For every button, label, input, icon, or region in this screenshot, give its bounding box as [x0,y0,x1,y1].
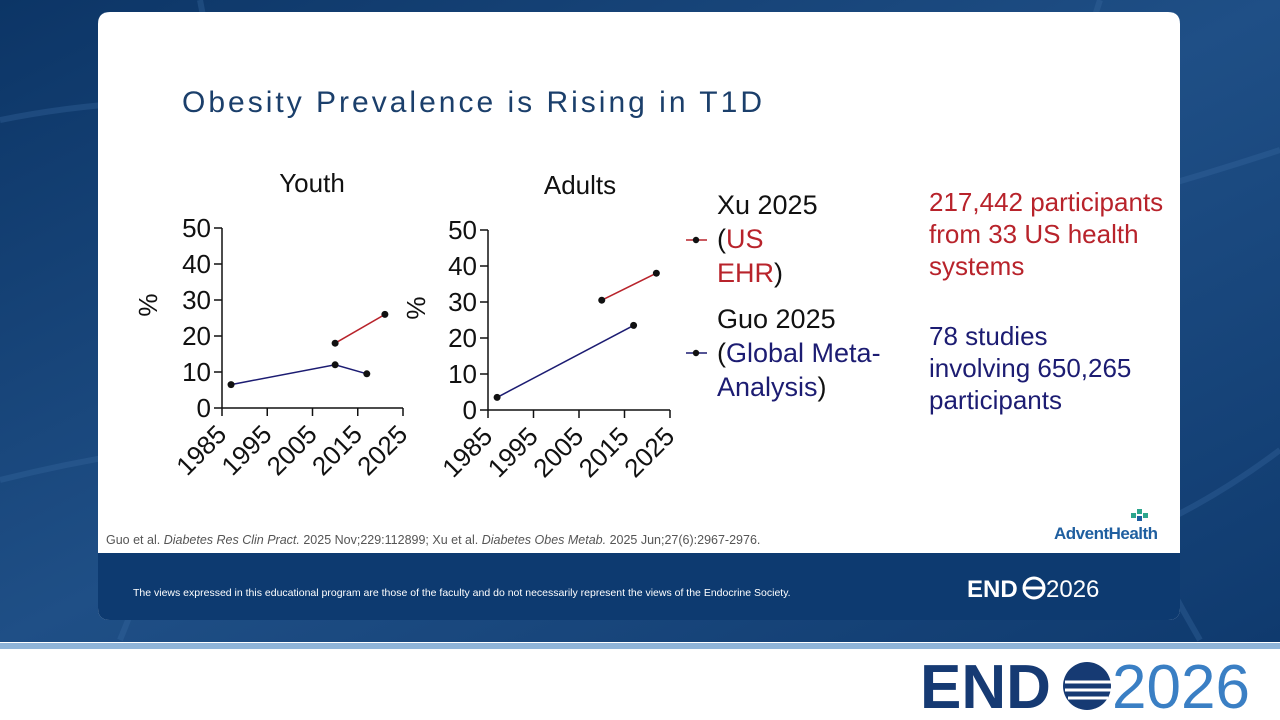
y-tick-label: 40 [182,249,211,279]
slide-title: Obesity Prevalence is Rising in T1D [182,86,765,119]
y-tick-label: 0 [197,393,211,423]
y-tick-label: 30 [448,287,477,317]
brand-icon [1131,509,1148,521]
logo-small-right: 2026 [1046,576,1099,603]
y-tick-label: 0 [463,395,477,425]
y-tick-label: 20 [448,323,477,353]
legend-dot [692,349,700,357]
legend-note: ( [717,338,726,368]
series-line [334,313,386,344]
global-stats: 78 studies involving 650,265 participant… [929,321,1132,415]
divider [0,643,1280,649]
y-tick-label: 40 [448,251,477,281]
chart-title: Youth [279,168,345,198]
data-point [227,381,235,389]
data-point [331,339,339,347]
data-point [381,310,389,318]
citation-text: Guo et al. [106,533,164,547]
legend-name: Xu 2025 [717,190,818,220]
series-line [601,272,657,301]
y-tick-label: 30 [182,285,211,315]
legend-note: ( [717,224,726,254]
legend-dot [692,236,700,244]
citation-journal: Diabetes Obes Metab. [481,533,607,547]
y-tick-label: 50 [182,213,211,243]
disclaimer: The views expressed in this educational … [133,587,791,599]
legend-note: Global Meta-Analysis [717,338,881,402]
citation: Guo et al. Diabetes Res Clin Pract. 2025… [106,533,760,547]
y-tick-label: 20 [182,321,211,351]
us-stats: 217,442 participants from 33 US health s… [929,187,1164,281]
y-axis-label: % [133,293,163,316]
citation-text: 2025 Jun;27(6):2967-2976. [606,533,761,547]
legend-entry: Xu 2025 (US EHR) [717,188,825,290]
data-point [363,370,371,378]
legend-entry: Guo 2025 (Global Meta-Analysis) [717,302,917,404]
y-axis-label: % [401,296,431,319]
logo-globe-bands [1065,680,1112,700]
legend-note: ) [774,258,784,288]
logo-left: END [920,653,1051,720]
data-point [630,321,638,329]
citation-journal: Diabetes Res Clin Pract. [163,533,300,547]
logo-right: 2026 [1112,653,1250,720]
chart-title: Adults [544,170,616,200]
brand-logo: AdventHealth [1054,524,1158,543]
card [98,12,1180,620]
data-point [652,269,660,277]
logo-globe [1063,662,1111,710]
legend-note: ) [817,372,827,402]
legend-note: US EHR [717,224,775,288]
y-tick-label: 50 [448,215,477,245]
y-tick-label: 10 [182,357,211,387]
legend-name: Guo 2025 [717,304,836,334]
footer-band [98,553,1180,620]
data-point [331,361,339,369]
y-tick-label: 10 [448,359,477,389]
series-line [496,324,634,399]
data-point [493,393,501,401]
citation-text: 2025 Nov;229:112899; Xu et al. [299,533,482,547]
data-point [598,296,606,304]
logo-small-left: END [967,576,1018,603]
